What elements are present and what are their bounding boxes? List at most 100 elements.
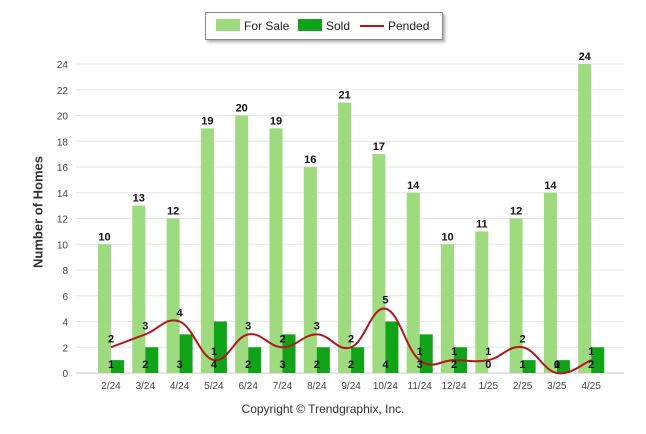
sold-value-label: 1 bbox=[520, 359, 526, 371]
y-tick-label: 2 bbox=[62, 343, 68, 354]
bars bbox=[98, 64, 605, 373]
sold-value-label: 3 bbox=[279, 359, 285, 371]
sold-bar bbox=[385, 321, 399, 373]
sold-value-label: 2 bbox=[451, 359, 457, 371]
sold-swatch bbox=[298, 19, 322, 31]
pended-value-label: 2 bbox=[520, 333, 526, 345]
pended-value-label: 1 bbox=[417, 346, 423, 358]
for-sale-bar bbox=[166, 218, 180, 373]
for-sale-bar bbox=[406, 192, 420, 373]
x-tick-label: 4/24 bbox=[170, 381, 190, 392]
y-tick-label: 24 bbox=[57, 60, 69, 71]
sold-value-label: 2 bbox=[245, 359, 251, 371]
pended-value-label: 1 bbox=[451, 346, 457, 358]
for-sale-bar bbox=[441, 244, 454, 373]
x-tick-label: 8/24 bbox=[307, 381, 327, 392]
for-sale-value-label: 19 bbox=[270, 115, 282, 127]
x-tick-label: 11/24 bbox=[408, 381, 433, 392]
pended-value-label: 0 bbox=[554, 359, 560, 371]
sold-value-label: 4 bbox=[382, 359, 389, 371]
x-tick-label: 5/24 bbox=[204, 381, 224, 392]
pended-line bbox=[110, 307, 592, 375]
for-sale-bar bbox=[372, 154, 386, 373]
for-sale-bar bbox=[509, 218, 523, 373]
x-tick-label: 1/25 bbox=[479, 381, 499, 392]
pended-line-path bbox=[110, 307, 592, 375]
for-sale-bar bbox=[269, 128, 283, 373]
sold-bar bbox=[591, 347, 605, 373]
for-sale-bar bbox=[235, 115, 249, 373]
sold-value-label: 0 bbox=[485, 359, 491, 371]
pended-swatch bbox=[360, 25, 384, 27]
x-tick-label: 3/25 bbox=[547, 381, 567, 392]
pended-value-label: 5 bbox=[382, 295, 388, 307]
for-sale-value-label: 19 bbox=[201, 115, 213, 127]
for-sale-bar bbox=[338, 102, 352, 373]
pended-value-label: 2 bbox=[108, 333, 114, 345]
y-tick-label: 16 bbox=[57, 163, 69, 174]
sold-value-label: 2 bbox=[588, 359, 594, 371]
for-sale-value-label: 11 bbox=[476, 218, 488, 230]
legend-label-pended: Pended bbox=[388, 19, 430, 33]
y-tick-label: 22 bbox=[57, 86, 69, 97]
sold-bar bbox=[522, 360, 536, 373]
sold-value-label: 2 bbox=[314, 359, 320, 371]
x-tick-label: 6/24 bbox=[238, 381, 258, 392]
sold-bar bbox=[145, 347, 159, 373]
sold-bar bbox=[179, 334, 193, 373]
y-tick-label: 18 bbox=[57, 137, 69, 148]
y-tick-label: 14 bbox=[57, 189, 69, 200]
x-tick-label: 2/24 bbox=[101, 381, 121, 392]
for-sale-value-label: 12 bbox=[510, 206, 522, 218]
x-axis-ticks: 2/24 3/24 4/24 5/24 6/24 7/24 8/24 9/24 10/24 11/… bbox=[101, 381, 601, 392]
sold-bar bbox=[556, 360, 570, 373]
y-tick-label: 12 bbox=[57, 215, 69, 226]
sold-bar bbox=[248, 347, 262, 373]
y-tick-label: 8 bbox=[62, 266, 68, 277]
sold-value-label: 2 bbox=[142, 359, 148, 371]
data-labels: 1011321231942021931622121741431021101211… bbox=[98, 51, 594, 371]
for-sale-value-label: 10 bbox=[441, 231, 453, 243]
x-tick-label: 12/24 bbox=[441, 381, 466, 392]
for-sale-bar bbox=[475, 231, 489, 373]
for-sale-value-label: 12 bbox=[167, 206, 179, 218]
x-tick-label: 2/25 bbox=[513, 381, 533, 392]
copyright-text: Copyright © Trendgraphix, Inc. bbox=[241, 402, 405, 416]
for-sale-value-label: 17 bbox=[373, 141, 385, 153]
pended-value-label: 2 bbox=[348, 333, 354, 345]
for-sale-value-label: 13 bbox=[133, 193, 145, 205]
legend: For Sale Sold Pended bbox=[205, 12, 443, 40]
for-sale-swatch bbox=[216, 19, 240, 31]
pended-value-label: 2 bbox=[279, 333, 285, 345]
y-tick-label: 0 bbox=[62, 369, 68, 380]
pended-value-label: 3 bbox=[314, 320, 320, 332]
sold-value-label: 1 bbox=[108, 359, 114, 371]
for-sale-bar bbox=[578, 64, 592, 373]
sold-bar bbox=[351, 347, 365, 373]
y-tick-label: 4 bbox=[62, 318, 68, 329]
sold-value-label: 2 bbox=[348, 359, 354, 371]
for-sale-bar bbox=[200, 128, 214, 373]
sold-value-label: 4 bbox=[211, 359, 218, 371]
x-tick-label: 4/25 bbox=[581, 381, 601, 392]
sold-value-label: 3 bbox=[177, 359, 183, 371]
sold-bar bbox=[111, 360, 124, 373]
for-sale-value-label: 14 bbox=[407, 180, 420, 192]
y-axis-title: Number of Homes bbox=[30, 156, 46, 268]
legend-label-for-sale: For Sale bbox=[244, 19, 290, 33]
pended-value-label: 1 bbox=[211, 346, 217, 358]
for-sale-value-label: 24 bbox=[579, 51, 592, 63]
for-sale-bar bbox=[543, 192, 557, 373]
sold-bar bbox=[316, 347, 330, 373]
for-sale-value-label: 16 bbox=[304, 154, 316, 166]
pended-value-label: 4 bbox=[177, 308, 184, 320]
pended-value-label: 1 bbox=[588, 346, 594, 358]
y-tick-label: 20 bbox=[57, 112, 69, 123]
y-tick-label: 10 bbox=[57, 240, 69, 251]
for-sale-bar bbox=[98, 244, 111, 373]
x-tick-label: 7/24 bbox=[273, 381, 293, 392]
for-sale-value-label: 10 bbox=[98, 231, 110, 243]
x-tick-label: 10/24 bbox=[373, 381, 398, 392]
x-tick-label: 9/24 bbox=[341, 381, 361, 392]
